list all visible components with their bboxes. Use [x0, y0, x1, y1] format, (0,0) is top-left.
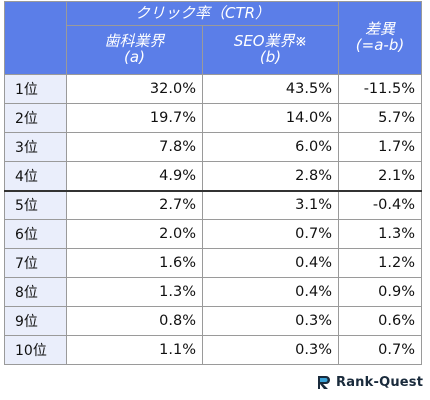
seo-ctr-cell: 6.0%	[202, 132, 339, 162]
table-row: 6位 2.0% 0.7% 1.3%	[4, 219, 422, 249]
dental-header-label: 歯科業界	[104, 32, 165, 51]
seo-ctr-cell: 0.4%	[202, 277, 339, 307]
ctr-group-header: クリック率（CTR）	[66, 1, 339, 26]
table-row: 5位 2.7% 3.1% -0.4%	[4, 189, 422, 220]
diff-column-header: 差異 (=a-b)	[338, 1, 422, 75]
dental-ctr-cell: 32.0%	[66, 74, 203, 104]
seo-ctr-cell: 43.5%	[202, 74, 339, 104]
seo-ctr-cell: 0.3%	[202, 335, 339, 365]
rank-cell: 4位	[4, 161, 67, 191]
dental-ctr-cell: 19.7%	[66, 103, 203, 133]
dental-header-sub: (a)	[124, 48, 145, 66]
dental-ctr-cell: 4.9%	[66, 161, 203, 191]
diff-cell: 1.3%	[338, 219, 422, 249]
logo-text: Rank-Quest	[336, 374, 424, 390]
rank-cell: 8位	[4, 277, 67, 307]
table-row: 3位 7.8% 6.0% 1.7%	[4, 132, 422, 162]
seo-header-sub: (b)	[259, 48, 282, 66]
rank-cell: 6位	[4, 219, 67, 249]
rank-cell: 5位	[4, 189, 67, 220]
diff-cell: 1.7%	[338, 132, 422, 162]
table-row: 9位 0.8% 0.3% 0.6%	[4, 306, 422, 336]
seo-ctr-cell: 2.8%	[202, 161, 339, 191]
rank-cell: 7位	[4, 248, 67, 278]
seo-header-label: SEO業界※	[233, 32, 308, 51]
table-row: 8位 1.3% 0.4% 0.9%	[4, 277, 422, 307]
rank-cell: 3位	[4, 132, 67, 162]
dental-ctr-cell: 1.1%	[66, 335, 203, 365]
table-row: 2位 19.7% 14.0% 5.7%	[4, 103, 422, 133]
diff-cell: 1.2%	[338, 248, 422, 278]
seo-ctr-cell: 14.0%	[202, 103, 339, 133]
dental-ctr-cell: 2.0%	[66, 219, 203, 249]
seo-ctr-cell: 3.1%	[202, 189, 339, 220]
diff-cell: 5.7%	[338, 103, 422, 133]
dental-ctr-cell: 2.7%	[66, 189, 203, 220]
diff-cell: -0.4%	[338, 189, 422, 220]
seo-column-header: SEO業界※ (b)	[202, 25, 339, 75]
dental-ctr-cell: 1.6%	[66, 248, 203, 278]
dental-ctr-cell: 0.8%	[66, 306, 203, 336]
diff-header-sub: (=a-b)	[355, 36, 405, 54]
table-row: 7位 1.6% 0.4% 1.2%	[4, 248, 422, 278]
table-row: 1位 32.0% 43.5% -11.5%	[4, 74, 422, 104]
diff-cell: 0.7%	[338, 335, 422, 365]
rank-cell: 2位	[4, 103, 67, 133]
table-row: 4位 4.9% 2.8% 2.1%	[4, 161, 422, 191]
table-corner-cell	[4, 1, 67, 75]
diff-header-label: 差異	[364, 20, 395, 39]
diff-cell: 0.6%	[338, 306, 422, 336]
diff-cell: 2.1%	[338, 161, 422, 191]
rank-quest-logo-icon	[318, 376, 330, 389]
ctr-comparison-table: クリック率（CTR） 差異 (=a-b) 歯科業界 (a) SEO業界※ (b)…	[4, 1, 422, 365]
rank-quest-logo: Rank-Quest	[316, 374, 423, 390]
table-row: 10位 1.1% 0.3% 0.7%	[4, 335, 422, 365]
rank-cell: 1位	[4, 74, 67, 104]
rank-cell: 9位	[4, 306, 67, 336]
dental-ctr-cell: 7.8%	[66, 132, 203, 162]
rank-cell: 10位	[4, 335, 67, 365]
diff-cell: -11.5%	[338, 74, 422, 104]
seo-ctr-cell: 0.3%	[202, 306, 339, 336]
dental-column-header: 歯科業界 (a)	[66, 25, 203, 75]
diff-cell: 0.9%	[338, 277, 422, 307]
seo-ctr-cell: 0.4%	[202, 248, 339, 278]
dental-ctr-cell: 1.3%	[66, 277, 203, 307]
seo-ctr-cell: 0.7%	[202, 219, 339, 249]
